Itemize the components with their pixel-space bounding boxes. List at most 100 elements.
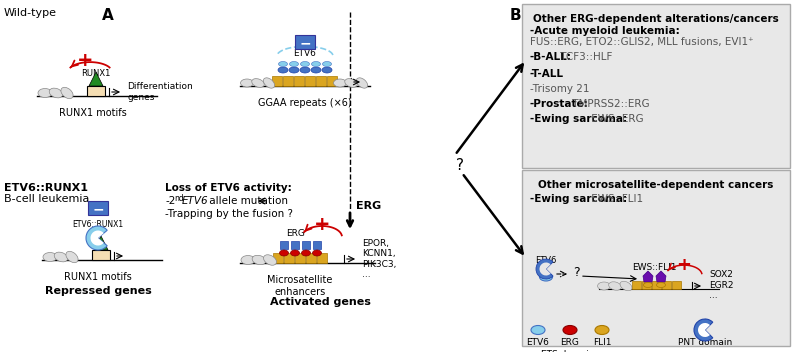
Text: ?: ? — [456, 157, 464, 172]
Text: ETV6: ETV6 — [527, 338, 550, 347]
Ellipse shape — [563, 326, 577, 334]
Bar — [302, 241, 310, 249]
Text: -B-ALL:: -B-ALL: — [530, 52, 572, 62]
Bar — [272, 76, 282, 86]
Text: EPOR,
KCNN1,
PIK3C3,
...: EPOR, KCNN1, PIK3C3, ... — [362, 239, 396, 279]
Text: -Prostate:: -Prostate: — [530, 99, 588, 109]
Text: ERG: ERG — [287, 228, 306, 238]
Text: ETS domains: ETS domains — [541, 350, 599, 352]
Text: RUNX1 motifs: RUNX1 motifs — [59, 108, 127, 118]
Wedge shape — [86, 226, 107, 250]
Text: A: A — [102, 8, 114, 23]
Bar — [92, 250, 110, 260]
Text: FUS::ERG, ETO2::GLIS2, MLL fusions, EVI1⁺: FUS::ERG, ETO2::GLIS2, MLL fusions, EVI1… — [530, 37, 754, 47]
Text: FLI1: FLI1 — [592, 338, 611, 347]
Ellipse shape — [539, 273, 553, 281]
Text: +: + — [676, 256, 691, 274]
Bar — [672, 281, 681, 289]
Text: ERG: ERG — [561, 338, 580, 347]
Ellipse shape — [241, 256, 255, 264]
Ellipse shape — [620, 281, 632, 291]
FancyBboxPatch shape — [522, 170, 790, 346]
Text: allele mutation: allele mutation — [206, 196, 288, 206]
Bar — [294, 76, 304, 86]
Ellipse shape — [289, 67, 299, 73]
Bar — [632, 281, 641, 289]
Ellipse shape — [322, 67, 332, 73]
Ellipse shape — [279, 62, 287, 67]
Ellipse shape — [278, 67, 288, 73]
Text: ETV6::RUNX1: ETV6::RUNX1 — [4, 183, 88, 193]
Ellipse shape — [66, 251, 78, 263]
Text: Loss of ETV6 activity:: Loss of ETV6 activity: — [165, 183, 291, 193]
Ellipse shape — [333, 79, 347, 87]
Text: RUNX1: RUNX1 — [82, 69, 111, 78]
Ellipse shape — [300, 67, 310, 73]
Ellipse shape — [311, 62, 321, 67]
Bar — [313, 241, 321, 249]
Ellipse shape — [241, 79, 253, 87]
Ellipse shape — [61, 87, 73, 99]
Text: -Ewing sarcoma:: -Ewing sarcoma: — [530, 114, 627, 124]
Ellipse shape — [290, 62, 299, 67]
Ellipse shape — [356, 78, 367, 88]
Text: -Trapping by the fusion ?: -Trapping by the fusion ? — [165, 209, 293, 219]
Ellipse shape — [302, 250, 310, 256]
Bar — [327, 76, 337, 86]
Text: -Acute myeloid leukemia:: -Acute myeloid leukemia: — [530, 26, 680, 36]
Ellipse shape — [264, 78, 275, 88]
Text: EWS::FLI1: EWS::FLI1 — [632, 263, 676, 272]
Text: PNT domain: PNT domain — [678, 338, 732, 347]
Bar — [272, 253, 283, 263]
Ellipse shape — [311, 67, 321, 73]
Text: EWS::ERG: EWS::ERG — [588, 114, 644, 124]
Ellipse shape — [280, 250, 288, 256]
Text: GGAA repeats (×6): GGAA repeats (×6) — [258, 98, 352, 108]
Text: TMPRSS2::ERG: TMPRSS2::ERG — [569, 99, 649, 109]
Bar — [662, 281, 671, 289]
Ellipse shape — [252, 255, 266, 265]
Polygon shape — [89, 72, 103, 86]
Wedge shape — [539, 263, 550, 276]
Ellipse shape — [345, 78, 357, 87]
Ellipse shape — [300, 62, 310, 67]
Ellipse shape — [291, 250, 299, 256]
Ellipse shape — [49, 88, 63, 98]
Bar — [283, 76, 293, 86]
Ellipse shape — [322, 62, 332, 67]
Text: ETV6: ETV6 — [535, 256, 557, 265]
Ellipse shape — [597, 282, 611, 290]
Ellipse shape — [608, 282, 622, 290]
Bar — [652, 281, 661, 289]
Text: −: − — [92, 202, 104, 216]
Polygon shape — [94, 236, 108, 250]
Text: +: + — [314, 215, 330, 234]
Text: Wild-type: Wild-type — [4, 8, 57, 18]
Wedge shape — [698, 323, 710, 337]
Ellipse shape — [43, 252, 57, 262]
Ellipse shape — [313, 250, 322, 256]
Text: −: − — [299, 36, 310, 50]
Wedge shape — [536, 259, 553, 279]
Bar — [291, 241, 299, 249]
Ellipse shape — [38, 88, 52, 98]
Text: Other ERG-dependent alterations/cancers: Other ERG-dependent alterations/cancers — [533, 14, 779, 24]
Ellipse shape — [252, 78, 265, 87]
FancyBboxPatch shape — [522, 4, 790, 168]
Polygon shape — [643, 271, 653, 282]
Text: SOX2
EGR2
...: SOX2 EGR2 ... — [709, 270, 733, 300]
Text: -2: -2 — [165, 196, 175, 206]
Wedge shape — [90, 231, 104, 245]
Text: ETV6: ETV6 — [294, 50, 317, 58]
Text: TCF3::HLF: TCF3::HLF — [558, 52, 613, 62]
Text: EWS::FLI1: EWS::FLI1 — [588, 194, 644, 204]
Bar — [642, 281, 651, 289]
Text: ?: ? — [573, 265, 579, 278]
Text: ETV6::RUNX1: ETV6::RUNX1 — [72, 220, 124, 229]
Bar — [280, 241, 288, 249]
Text: Microsatellite
enhancers: Microsatellite enhancers — [268, 275, 333, 297]
Polygon shape — [656, 271, 666, 282]
Text: B-cell leukemia: B-cell leukemia — [4, 194, 89, 204]
Ellipse shape — [657, 283, 665, 288]
Text: ETV6: ETV6 — [182, 196, 208, 206]
